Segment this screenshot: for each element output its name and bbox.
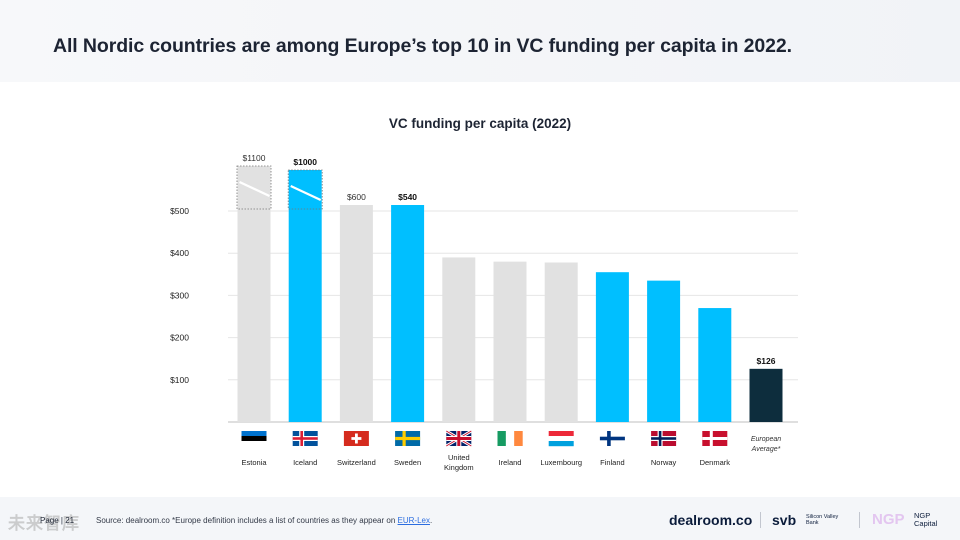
norway-flag-icon: [651, 431, 677, 446]
category-label: Switzerland: [337, 458, 376, 467]
category-label: Finland: [600, 458, 625, 467]
united-kingdom-flag-icon: [445, 429, 473, 448]
bar-finland: [595, 272, 629, 422]
axis-break-box: [287, 169, 323, 210]
bar-switzerland: [339, 205, 373, 422]
data-label-sweden: $540: [398, 192, 417, 202]
category-label: United: [448, 453, 470, 462]
data-label-european-average: $126: [757, 356, 776, 366]
bar-estonia: [237, 166, 271, 422]
category-label: Kingdom: [444, 463, 474, 472]
data-label-estonia: $1100: [242, 153, 265, 163]
svb-logo: svb: [772, 512, 797, 528]
y-tick-label: $200: [170, 333, 189, 343]
bar-denmark: [698, 308, 732, 422]
category-label: European: [751, 436, 781, 443]
axis-break-slash: [239, 181, 270, 197]
svb-logo-subtitle: Silicon Valley Bank: [806, 514, 839, 526]
y-tick-label: $400: [170, 248, 189, 258]
source-note: Source: dealroom.co *Europe definition i…: [96, 516, 432, 525]
ngp-logo-subtitle: NGP Capital: [914, 511, 938, 528]
category-label: Average*: [751, 446, 781, 453]
category-label: Sweden: [394, 458, 421, 467]
iceland-flag-icon: [292, 431, 318, 446]
luxembourg-flag-icon: [548, 431, 574, 447]
bar-european-average: [749, 368, 783, 422]
bar-luxembourg: [544, 262, 578, 422]
footer-band: [0, 497, 960, 540]
category-label: Estonia: [241, 458, 267, 467]
category-label: Norway: [651, 458, 677, 467]
bar-ireland: [493, 261, 527, 422]
bar-united-kingdom: [442, 257, 476, 422]
category-label: Iceland: [293, 458, 317, 467]
chart-title: VC funding per capita (2022): [388, 116, 572, 131]
watermark: 未来智库: [8, 514, 80, 533]
slide-headline: All Nordic countries are among Europe’s …: [53, 35, 792, 57]
eur-lex-link[interactable]: EUR-Lex: [397, 516, 430, 525]
logo-divider: [859, 512, 860, 528]
y-tick-label: $500: [170, 206, 189, 216]
bar-iceland: [288, 170, 322, 422]
ngp-logo: NGP: [872, 511, 905, 528]
axis-break-slash: [290, 185, 322, 201]
page-number: Page | 21: [40, 516, 75, 525]
switzerland-flag-icon: [343, 431, 369, 446]
category-label: Luxembourg: [540, 458, 582, 467]
axis-break-box: [236, 165, 272, 210]
logo-divider: [760, 512, 761, 528]
sweden-flag-icon: [395, 431, 421, 446]
category-label: Denmark: [700, 458, 731, 467]
estonia-flag-icon: [241, 431, 267, 447]
y-tick-label: $300: [170, 290, 189, 300]
dealroom-logo: dealroom.co: [669, 512, 753, 528]
source-suffix: .: [429, 516, 433, 525]
source-text: Source: dealroom.co *Europe definition i…: [96, 516, 396, 525]
header-band: [0, 0, 960, 82]
bar-sweden: [391, 205, 425, 422]
data-label-iceland: $1000: [293, 157, 317, 167]
bar-norway: [647, 280, 681, 422]
finland-flag-icon: [599, 431, 625, 446]
y-tick-label: $100: [170, 375, 189, 385]
category-label: Ireland: [499, 458, 522, 467]
data-label-switzerland: $600: [347, 192, 366, 202]
ireland-flag-icon: [497, 431, 523, 446]
denmark-flag-icon: [702, 431, 728, 446]
bar-chart: $100 $200 $300 $400 $500 $1100 Estonia $1000 Ice…: [170, 153, 798, 472]
